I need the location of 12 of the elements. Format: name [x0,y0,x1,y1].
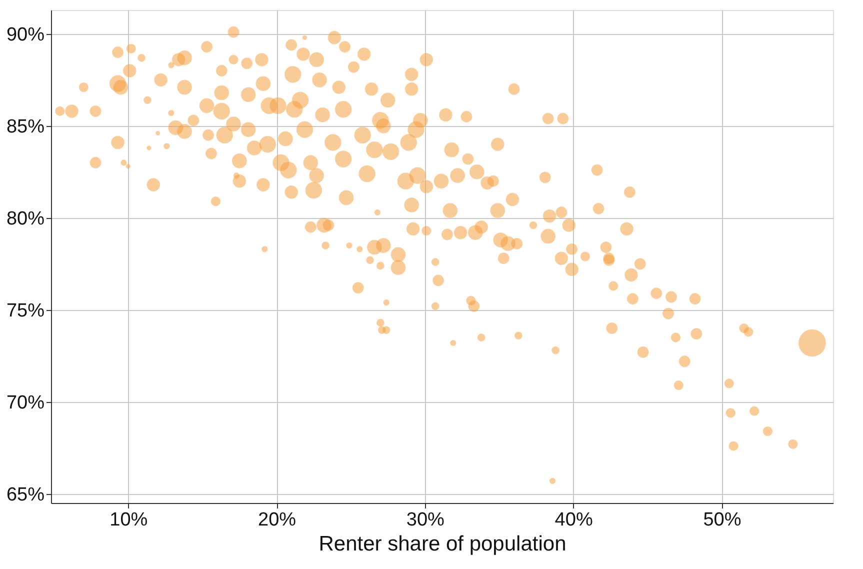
x-tick-label: 50% [703,510,742,530]
y-tick-label: 75% [6,300,45,322]
x-tick-label: 20% [258,510,296,530]
y-tick-label: 70% [6,392,45,414]
x-tick-label: 10% [110,510,148,530]
y-tick-label: 65% [6,484,45,506]
x-tick-label: 40% [554,510,593,530]
y-tick-label: 85% [6,116,45,138]
y-tick-label: 80% [6,208,45,230]
x-tick-label: 30% [406,510,445,530]
x-axis-title: Renter share of population [318,532,566,556]
y-tick-label: 90% [6,24,45,46]
